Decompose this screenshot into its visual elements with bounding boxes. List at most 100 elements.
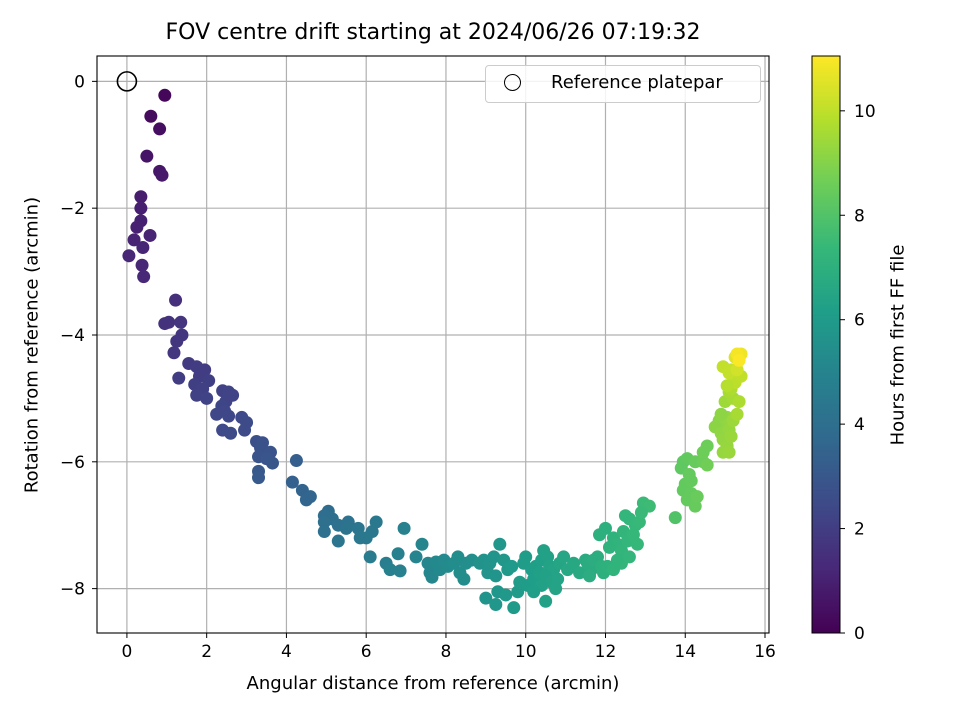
data-point [732,395,746,409]
data-point [285,475,299,489]
data-point [252,471,266,485]
data-point [155,168,169,182]
data-point [135,258,149,272]
legend-label: Reference platepar [551,72,723,93]
x-tick-label: 0 [121,642,132,662]
data-point [696,445,710,459]
data-point [539,594,553,608]
data-point [602,540,616,554]
data-point [397,521,411,535]
data-point [622,550,636,564]
data-point [363,550,377,564]
data-point [130,220,144,234]
data-point [383,563,397,577]
y-axis-label: Rotation from reference (arcmin) [21,196,43,494]
data-point [190,388,204,402]
scatter-points [122,88,748,615]
data-point [134,190,148,204]
x-tick-label: 10 [515,642,537,662]
reference-marker [116,71,138,92]
data-point [172,371,186,385]
data-point [174,315,188,329]
y-tick-label: −8 [60,580,85,600]
data-point [567,556,581,570]
data-point [618,509,632,523]
y-tick-label: −2 [60,199,85,219]
y-tick-label: −4 [60,326,85,346]
data-point [200,391,214,405]
data-point [730,407,744,421]
y-tick-label: −6 [60,453,85,473]
data-point [409,550,423,564]
colorbar-tick-label: 8 [854,206,865,226]
colorbar-label: Hours from first FF file [887,244,909,446]
data-point [714,407,728,421]
data-point [317,525,331,539]
data-point [690,490,704,504]
data-point [158,88,172,102]
data-point [393,564,407,578]
data-point [479,591,493,605]
data-point [583,569,597,583]
data-point [557,550,571,564]
x-axis-label: Angular distance from reference (arcmin) [246,673,620,694]
data-point [143,228,157,242]
data-point [127,233,141,247]
data-point [238,423,252,437]
colorbar [811,55,841,634]
data-point [634,506,648,520]
data-point [369,515,383,529]
x-axis-ticks: 0 2 4 6 8 10 12 14 16 [121,633,776,662]
data-point [519,550,533,564]
data-point [720,379,734,393]
data-point [299,493,313,507]
data-point [153,122,167,136]
data-point [722,445,736,459]
data-point [451,550,465,564]
data-point [457,572,471,586]
x-tick-label: 14 [674,642,696,662]
data-point [167,346,181,360]
data-point [489,597,503,611]
data-point [626,528,640,542]
x-tick-label: 2 [201,642,212,662]
data-point [224,426,238,440]
data-point [493,537,507,551]
x-tick-label: 16 [754,642,776,662]
data-point [487,550,501,564]
data-point [137,270,151,284]
colorbar-tick-label: 2 [854,520,865,540]
data-point [668,511,682,525]
data-point [222,409,236,423]
data-point [606,563,620,577]
data-point [136,240,150,254]
data-point [505,559,519,573]
reference-point [116,71,138,92]
data-point [415,537,429,551]
data-point [144,109,158,123]
x-tick-label: 12 [595,642,617,662]
data-point [134,201,148,215]
data-point [700,458,714,472]
data-point [317,515,331,529]
data-point [684,474,698,488]
colorbar-tick-label: 10 [854,102,876,122]
data-point [265,456,279,470]
grid-lines [97,56,769,633]
data-point [489,569,503,583]
colorbar-tick-label: 0 [854,624,865,644]
axes-frame [96,55,770,634]
data-point [169,293,183,307]
data-point [507,601,521,615]
legend-marker-icon [504,74,521,91]
x-tick-label: 6 [361,642,372,662]
data-point [573,566,587,580]
data-point [359,531,373,545]
data-point [289,454,303,468]
legend: Reference platepar [485,65,761,103]
y-axis-ticks: 0 −2 −4 −6 −8 [60,72,97,600]
data-point [499,588,513,602]
data-point [331,534,345,548]
data-point [140,149,154,163]
